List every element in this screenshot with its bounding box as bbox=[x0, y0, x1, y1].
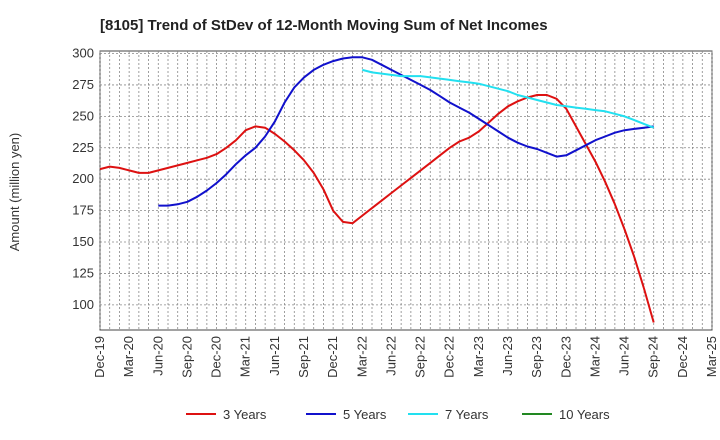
series-line-7-years bbox=[362, 68, 655, 129]
x-tick-label: Mar-20 bbox=[121, 336, 136, 377]
y-tick-label: 225 bbox=[72, 140, 94, 155]
legend-label: 3 Years bbox=[223, 407, 267, 422]
x-tick-label: Mar-24 bbox=[587, 336, 602, 377]
plot-border bbox=[99, 50, 713, 331]
y-tick-label: 175 bbox=[72, 203, 94, 218]
x-tick-label: Jun-23 bbox=[500, 336, 515, 376]
x-tick-label: Dec-24 bbox=[675, 336, 690, 378]
x-tick-label: Mar-23 bbox=[471, 336, 486, 377]
x-tick-label: Sep-24 bbox=[646, 336, 661, 378]
x-tick-label: Dec-20 bbox=[209, 336, 224, 378]
y-axis-label: Amount (million yen) bbox=[7, 133, 22, 252]
x-tick-label: Jun-21 bbox=[267, 336, 282, 376]
legend-label: 7 Years bbox=[445, 407, 489, 422]
plot-area bbox=[99, 50, 713, 331]
x-tick-label: Dec-21 bbox=[325, 336, 340, 378]
legend-label: 5 Years bbox=[343, 407, 387, 422]
x-tick-label: Mar-25 bbox=[704, 336, 719, 377]
y-tick-label: 100 bbox=[72, 297, 94, 312]
x-tick-label: Dec-23 bbox=[558, 336, 573, 378]
legend: 3 Years 5 Years 7 Years 10 Years bbox=[186, 407, 610, 422]
x-tick-label: Sep-21 bbox=[296, 336, 311, 378]
y-tick-label: 275 bbox=[72, 77, 94, 92]
x-axis-ticks: Dec-19 Mar-20 Jun-20 Sep-20 Dec-20 Mar-21 Jun-… bbox=[92, 336, 719, 378]
y-axis-ticks: 100 125 150 175 200 225 250 275 300 bbox=[72, 46, 94, 312]
chart-title: [8105] Trend of StDev of 12-Month Moving… bbox=[100, 17, 548, 34]
x-tick-label: Jun-24 bbox=[617, 336, 632, 376]
legend-label: 10 Years bbox=[559, 407, 610, 422]
x-tick-label: Sep-20 bbox=[179, 336, 194, 378]
x-tick-label: Mar-21 bbox=[238, 336, 253, 377]
y-tick-label: 250 bbox=[72, 108, 94, 123]
series-line-5-years bbox=[158, 56, 654, 207]
x-tick-label: Mar-22 bbox=[354, 336, 369, 377]
grid-lines bbox=[99, 51, 713, 330]
x-tick-label: Sep-23 bbox=[529, 336, 544, 378]
y-tick-label: 150 bbox=[72, 234, 94, 249]
series-group bbox=[99, 56, 655, 323]
x-tick-label: Jun-20 bbox=[150, 336, 165, 376]
y-tick-label: 125 bbox=[72, 265, 94, 280]
x-tick-label: Jun-22 bbox=[383, 336, 398, 376]
x-tick-label: Dec-22 bbox=[442, 336, 457, 378]
series-line-3-years bbox=[99, 94, 655, 323]
x-tick-label: Sep-22 bbox=[413, 336, 428, 378]
y-tick-label: 200 bbox=[72, 171, 94, 186]
x-tick-label: Dec-19 bbox=[92, 336, 107, 378]
y-tick-label: 300 bbox=[72, 46, 94, 61]
